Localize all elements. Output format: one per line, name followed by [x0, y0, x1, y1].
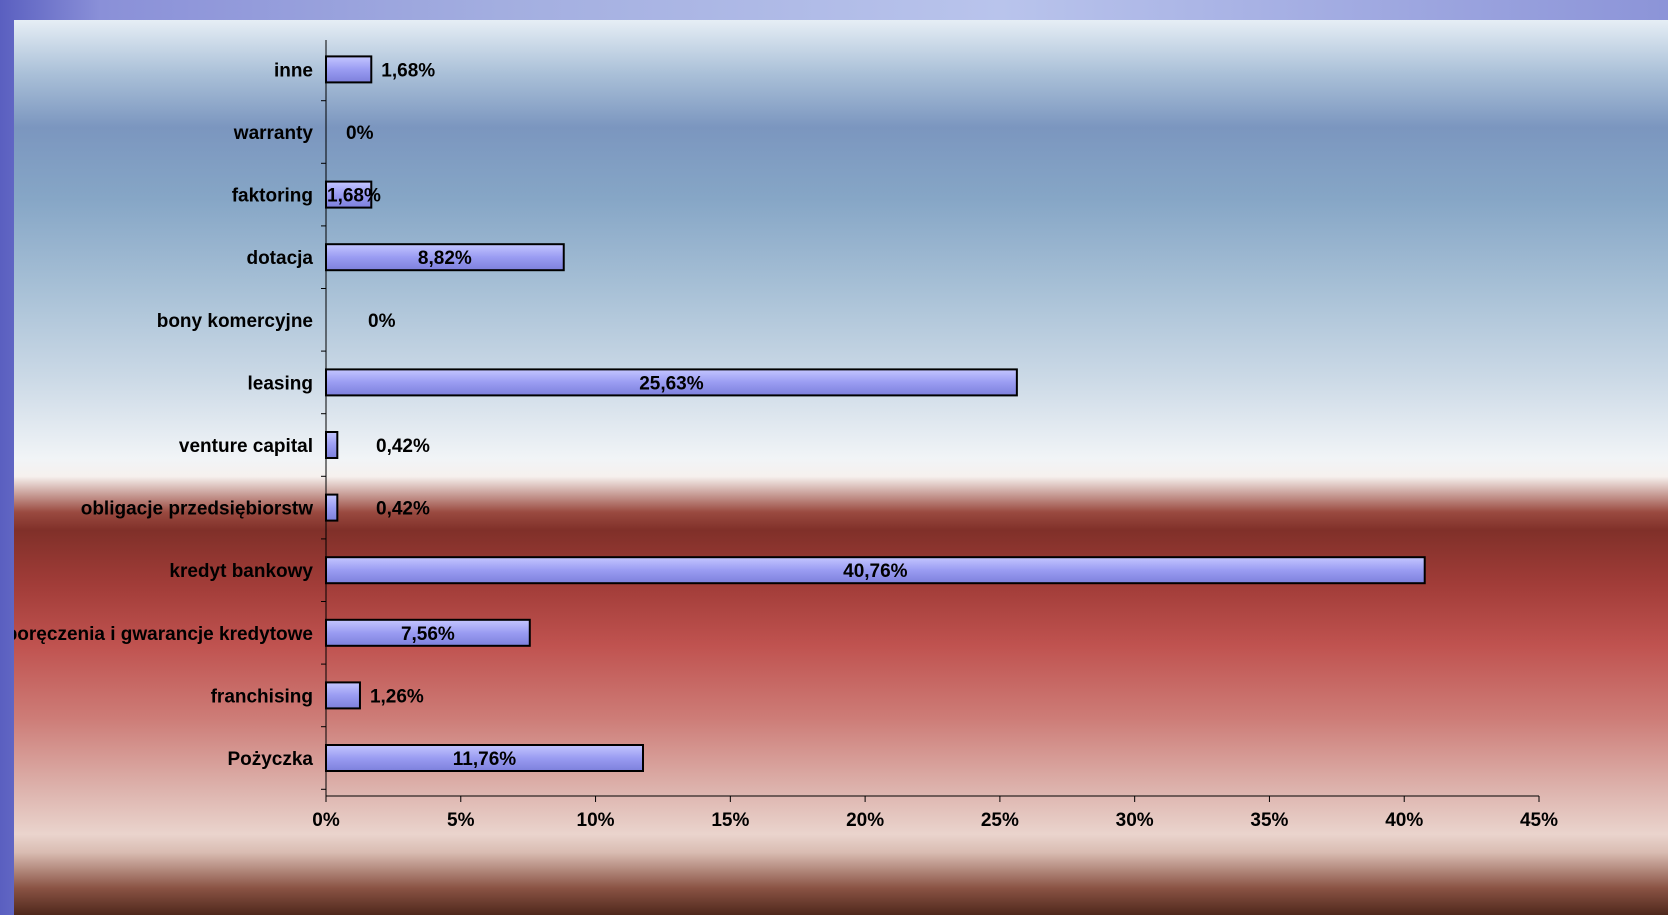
category-label: bony komercyjne: [157, 311, 313, 332]
category-label: dotacja: [246, 248, 313, 269]
value-label: 0,42%: [376, 436, 430, 457]
bar: [325, 368, 1018, 397]
value-label: 1,68%: [381, 60, 435, 81]
value-label: 25,63%: [639, 373, 704, 394]
category-label: kredyt bankowy: [169, 561, 313, 582]
x-tick-label: 35%: [1250, 810, 1288, 831]
x-tick-label: 30%: [1116, 810, 1154, 831]
x-tick-label: 20%: [846, 810, 884, 831]
x-tick-label: 25%: [981, 810, 1019, 831]
value-label: 0%: [368, 311, 396, 332]
bar: [325, 681, 361, 710]
category-label: obligacje przedsiębiorstw: [81, 499, 313, 520]
value-label: 11,76%: [453, 749, 516, 770]
x-tick-label: 40%: [1385, 810, 1423, 831]
value-label: 0%: [346, 123, 374, 144]
x-tick-label: 5%: [447, 810, 475, 831]
x-tick-label: 15%: [711, 810, 749, 831]
category-label: venture capital: [179, 436, 313, 457]
category-label: Pożyczka: [227, 749, 313, 770]
value-label: 1,68%: [327, 186, 381, 207]
category-label: leasing: [248, 373, 313, 394]
bar: [325, 493, 339, 522]
bar: [325, 243, 565, 272]
bar-chart: 0% 5% 10% 15% 20% 25% 30% 35% 40% 45% Pożyczka 11,7…: [14, 40, 1558, 831]
x-tick-label: 0%: [312, 810, 340, 831]
category-label: faktoring: [232, 186, 313, 207]
bar: [325, 55, 373, 84]
x-tick-label: 45%: [1520, 810, 1558, 831]
value-label: 40,76%: [843, 561, 908, 582]
value-label: 7,56%: [401, 624, 455, 645]
value-label: 1,26%: [370, 686, 424, 707]
bar: [325, 618, 531, 647]
category-label: poręczenia i gwarancje kredytowe: [14, 624, 313, 645]
bar: [325, 556, 1426, 585]
x-tick-label: 10%: [577, 810, 615, 831]
bar: [325, 431, 339, 459]
value-label: 0,42%: [376, 499, 430, 520]
category-label: warranty: [233, 123, 314, 144]
category-label: inne: [274, 60, 313, 81]
chart-panel: 0% 5% 10% 15% 20% 25% 30% 35% 40% 45% Pożyczka 11,7…: [14, 20, 1668, 915]
category-label: franchising: [211, 686, 313, 707]
value-label: 8,82%: [418, 248, 472, 269]
